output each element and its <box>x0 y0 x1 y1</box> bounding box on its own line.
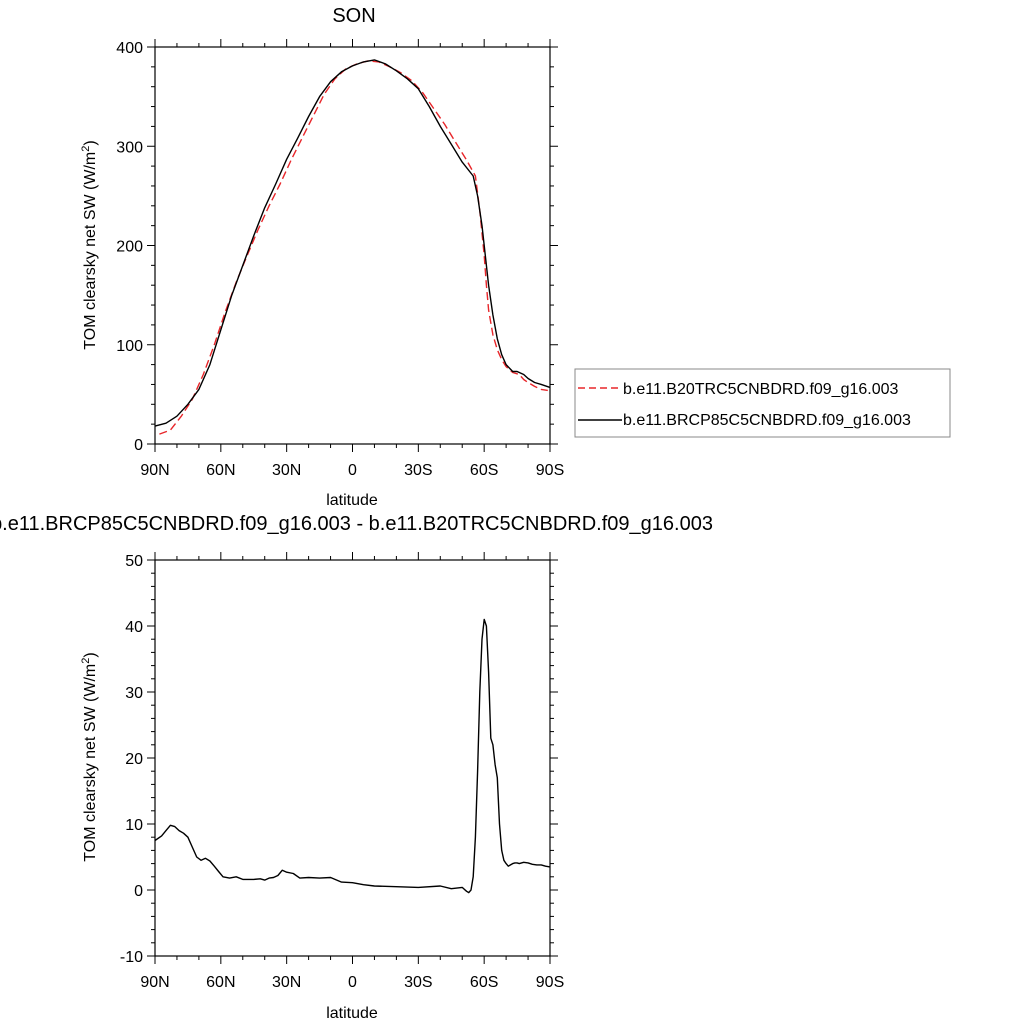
x-tick-label: 60N <box>206 974 235 991</box>
y-tick-label: 400 <box>116 40 143 57</box>
y-axis-label: TOM clearsky net SW (W/m2) <box>80 652 99 861</box>
legend: b.e11.B20TRC5CNBDRD.f09_g16.003 b.e11.BR… <box>574 368 951 438</box>
axis-ticks: 0 100 200 300 400 90N 60N 30N 0 30S 60S 90S <box>116 39 564 479</box>
x-tick-label: 30S <box>404 974 432 991</box>
series-line-1 <box>154 618 551 894</box>
y-tick-label: 300 <box>116 139 143 156</box>
x-tick-label: 0 <box>348 462 357 479</box>
y-tick-label: 100 <box>116 338 143 355</box>
chart-title: SON <box>332 5 375 27</box>
y-tick-label: 0 <box>134 437 143 454</box>
x-tick-label: 90S <box>536 974 564 991</box>
chart-top: SON 0 100 200 300 400 90N 60N 30N 0 30S 60S 90S lat… <box>80 5 951 509</box>
y-tick-label: 30 <box>125 685 143 702</box>
legend-entry-1: b.e11.B20TRC5CNBDRD.f09_g16.003 <box>623 381 899 398</box>
y-axis-label: TOM clearsky net SW (W/m2) <box>80 140 99 349</box>
y-tick-label: 40 <box>125 619 143 636</box>
axis-ticks: -10 0 10 20 30 40 50 90N 60N 30N 0 30S 60S 90S <box>120 552 564 991</box>
plot-frame <box>154 46 551 445</box>
series-group <box>154 59 551 435</box>
legend-entry-2: b.e11.BRCP85C5CNBDRD.f09_g16.003 <box>623 412 911 429</box>
y-tick-label: 20 <box>125 751 143 768</box>
x-tick-label: 30N <box>272 462 301 479</box>
x-axis-label: latitude <box>326 1005 378 1022</box>
legend-box <box>574 368 951 438</box>
x-tick-label: 60S <box>470 462 498 479</box>
x-tick-label: 30N <box>272 974 301 991</box>
x-tick-label: 0 <box>348 974 357 991</box>
series-group <box>154 618 551 894</box>
series-line-1 <box>159 60 548 435</box>
plot-frame <box>154 559 551 957</box>
x-axis-label: latitude <box>326 492 378 509</box>
chart-bottom: b.e11.BRCP85C5CNBDRD.f09_g16.003 - b.e11… <box>0 513 713 1022</box>
y-tick-label: 50 <box>125 553 143 570</box>
y-tick-label: -10 <box>120 949 143 966</box>
x-tick-label: 30S <box>404 462 432 479</box>
y-tick-label: 10 <box>125 817 143 834</box>
series-line-2 <box>154 59 551 427</box>
y-tick-label: 0 <box>134 883 143 900</box>
x-tick-label: 90N <box>140 462 169 479</box>
x-tick-label: 60N <box>206 462 235 479</box>
x-tick-label: 60S <box>470 974 498 991</box>
chart-title: b.e11.BRCP85C5CNBDRD.f09_g16.003 - b.e11… <box>0 513 713 535</box>
x-tick-label: 90S <box>536 462 564 479</box>
y-tick-label: 200 <box>116 239 143 256</box>
x-tick-label: 90N <box>140 974 169 991</box>
